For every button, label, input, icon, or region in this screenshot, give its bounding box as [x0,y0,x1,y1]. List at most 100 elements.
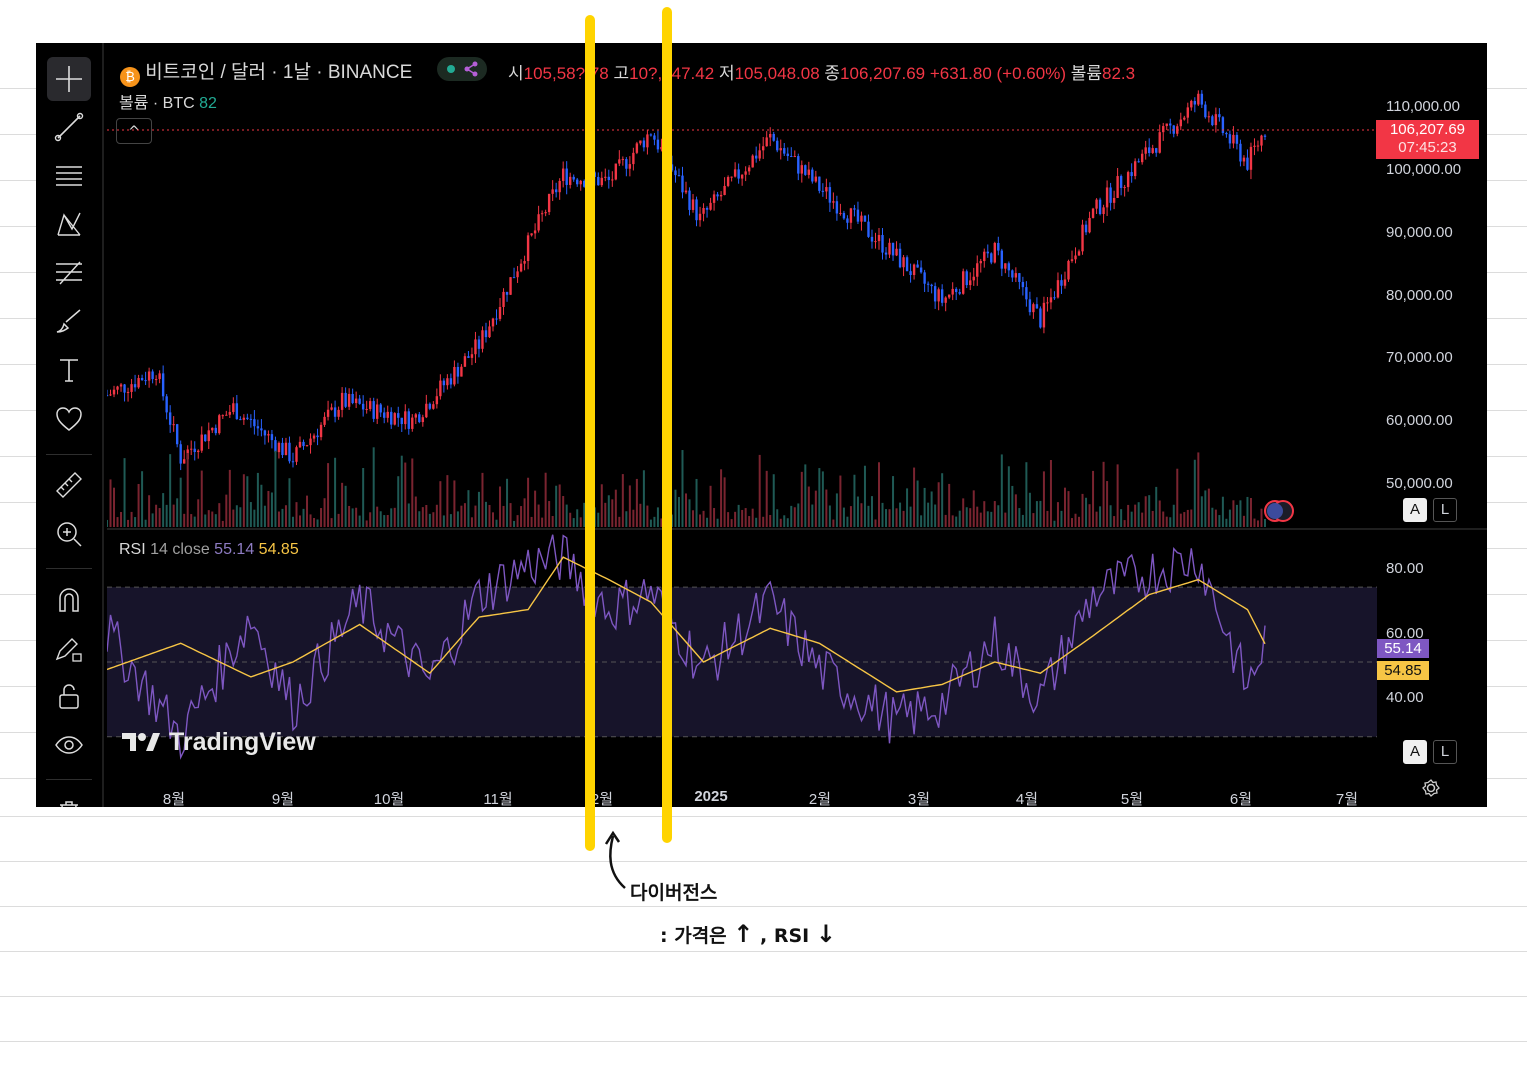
candle-body [937,289,940,302]
volume-bar [302,508,305,527]
candle-body [1242,157,1246,162]
candle-body [172,424,175,426]
volume-bar [720,469,723,527]
rsi-log-scale-button[interactable]: L [1433,740,1457,764]
candle-body [1088,217,1091,233]
candle-body [965,271,968,286]
volume-bar [186,452,189,527]
volume-legend[interactable]: 볼륨 · BTC 82 [119,89,217,113]
hide-drawings-button[interactable] [47,723,91,767]
rsi-plot[interactable] [107,531,1377,763]
candle-body [1084,224,1088,233]
lock-drawing-button[interactable] [47,627,91,671]
magnet-tool-button[interactable] [47,578,91,622]
trash-button[interactable] [47,788,91,807]
magnet-icon [59,588,79,612]
volume-bar [688,499,691,527]
volume-bar [120,511,123,527]
volume-bar [513,520,516,527]
volume-bar [649,519,652,527]
crosshair-tool-button[interactable] [47,57,91,101]
zoom-tool-button[interactable] [47,512,91,556]
candle-body [1218,114,1221,118]
auto-scale-button[interactable]: A [1403,498,1427,522]
volume-bar [1151,510,1154,527]
volume-bar [832,519,835,527]
volume-bar [534,490,537,527]
fib-tool-button[interactable] [47,154,91,198]
rsi-legend[interactable]: RSI 14 close 55.14 54.85 [119,541,299,559]
volume-bar [456,511,459,527]
volume-bar [309,514,312,527]
symbol-title: 비트코인 / 달러 · 1날 · BINANCE [145,62,413,83]
candle-body [326,409,330,417]
volume-bar [516,515,519,527]
candle-body [221,415,224,417]
volume-bar [1232,500,1235,527]
candle-body [712,194,716,203]
candle-body [1165,123,1168,127]
annotation-price-text: : 가격은 [660,925,727,947]
rsi-value: 55.14 [214,541,255,558]
candle-body [646,134,649,148]
candle-body [218,415,221,434]
price-plot[interactable] [107,43,1377,527]
trendline-tool-button[interactable] [47,105,91,149]
volume-bar [902,510,905,527]
candle-body [800,165,803,174]
candle-body [119,384,123,387]
volume-bar [130,511,133,527]
lock-all-button[interactable] [47,675,91,719]
candle-body [400,417,403,425]
candle-body [832,201,835,203]
settings-gear-icon[interactable] [1421,778,1441,798]
text-tool-button[interactable] [47,348,91,392]
candle-body [1018,273,1021,282]
candle-body [537,214,540,231]
volume-bar [1078,516,1081,527]
pattern-tool-button[interactable] [47,202,91,246]
volume-bar [1228,509,1231,527]
volume-bar [407,503,410,527]
volume-bar [400,455,403,527]
volume-bar [158,508,161,527]
candle-body [1197,93,1200,105]
candle-body [165,396,168,413]
candle-body [140,377,144,381]
current-price: 106,207.69 [1389,121,1466,138]
volume-bar [565,504,568,527]
projection-tool-button[interactable] [47,251,91,295]
brush-tool-button[interactable] [47,299,91,343]
candle-body [288,442,291,462]
candle-body [481,330,484,349]
candle-body [719,194,723,197]
candle-body [123,384,126,393]
candle-body [1049,297,1053,303]
favorites-tool-button[interactable] [47,397,91,441]
candle-body [818,176,821,191]
candle-body [386,411,389,418]
candle-body [579,180,582,185]
candle-body [705,207,709,210]
candle-body [1109,187,1112,203]
measure-tool-button[interactable] [47,463,91,507]
candle-body [425,403,428,418]
volume-bar [800,471,803,527]
tradingview-logo[interactable]: TradingView [122,728,316,757]
volume-bar [709,485,712,527]
volume-bar [656,507,659,527]
pane-separator[interactable] [107,528,1487,530]
rsi-auto-scale-button[interactable]: A [1403,740,1427,764]
market-status-badge[interactable] [437,57,487,81]
symbol-legend[interactable]: ₿ 비트코인 / 달러 · 1날 · BINANCE [120,57,412,87]
candle-body [558,180,561,193]
candle-body [1130,172,1133,177]
volume-bar [1239,500,1242,527]
collapse-legend-button[interactable]: ^ [116,118,152,144]
candle-body [846,218,849,223]
volume-bar [1193,459,1196,527]
volume-bar [1056,502,1059,527]
log-scale-button[interactable]: L [1433,498,1457,522]
candle-body [204,434,207,442]
pencil-lock-icon [55,638,82,662]
